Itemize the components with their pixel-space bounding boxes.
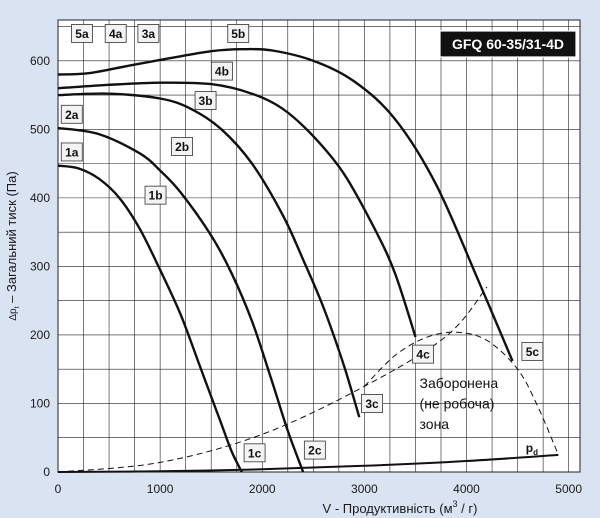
y-tick-label: 0 [43, 465, 50, 479]
y-tick-label: 500 [30, 122, 50, 136]
point-label-1a: 1a [65, 145, 79, 159]
fan-curve-2 [57, 126, 305, 473]
point-label-4b: 4b [215, 65, 229, 79]
x-tick-label: 5000 [555, 482, 582, 496]
y-tick-label: 100 [30, 396, 50, 410]
boundary-line-pd [57, 453, 559, 473]
x-tick-label: 4000 [453, 482, 480, 496]
point-label-box [171, 137, 193, 156]
point-label-2b: 2b [175, 140, 189, 154]
point-label-box [243, 443, 266, 463]
point-label-5c: 5c [526, 345, 540, 359]
point-label-box [194, 91, 217, 110]
point-label-box [412, 344, 435, 364]
point-label-box [137, 24, 160, 43]
point-label-1c: 1c [248, 446, 262, 460]
point-label-box [104, 24, 127, 43]
point-label-box [361, 394, 383, 413]
forbidden-zone-note: (не робоча) [420, 395, 495, 411]
y-tick-label: 200 [30, 328, 50, 342]
point-label-5a: 5a [75, 27, 89, 41]
y-axis-label: Δpt – Загальний тиск (Па) [4, 171, 21, 320]
chart-title-box [439, 30, 577, 58]
plot-frame [57, 19, 581, 473]
x-axis-label: V - Продуктивність (м3 / г) [323, 499, 478, 516]
boundary-line-forbidden-zone-boundary [364, 331, 559, 456]
forbidden-zone-note: Заборонена [420, 375, 499, 391]
forbidden-zone-note: зона [420, 416, 450, 432]
point-label-3b: 3b [199, 94, 213, 108]
point-label-4a: 4a [109, 27, 123, 41]
grid [57, 19, 581, 473]
plot-area [58, 20, 580, 472]
point-label-4c: 4c [416, 348, 430, 362]
point-label-5b: 5b [231, 27, 245, 41]
point-label-box [71, 24, 93, 43]
point-label-box [60, 104, 83, 124]
point-label-box [227, 24, 250, 43]
x-tick-label: 0 [55, 482, 62, 496]
curves [57, 47, 559, 473]
point-label-box [144, 185, 167, 205]
point-label-3c: 3c [365, 397, 379, 411]
point-label-box [521, 341, 544, 361]
fan-curve-3 [57, 92, 361, 418]
x-tick-label: 3000 [351, 482, 378, 496]
point-label-2c: 2c [308, 444, 322, 458]
point-label-box [60, 142, 83, 162]
y-tick-label: 400 [30, 191, 50, 205]
y-tick-label: 300 [30, 259, 50, 273]
chart-text: 0 1000 2000 3000 4000 5000 0 100 200 300 400 500 600… [4, 30, 582, 516]
x-tick-label: 1000 [147, 482, 174, 496]
point-label-1b: 1b [149, 189, 163, 203]
plot-background [58, 20, 580, 472]
chart-title: GFQ 60-35/31-4D [452, 36, 564, 52]
fan-curve-4 [57, 81, 417, 338]
point-labels: 5a 4a 3a 5b 4b 3b 2a 2b 1a 1b 4c 5c 3c 1c 2c [60, 24, 544, 463]
point-label-box [303, 440, 326, 460]
fan-curve-1 [57, 164, 243, 473]
y-tick-label: 600 [30, 54, 50, 68]
x-tick-label: 2000 [249, 482, 276, 496]
point-label-2a: 2a [65, 108, 79, 122]
point-label-3a: 3a [142, 27, 156, 41]
fan-curve-5 [57, 47, 514, 362]
point-label-box [211, 61, 233, 81]
boundary-line-system [57, 286, 488, 473]
